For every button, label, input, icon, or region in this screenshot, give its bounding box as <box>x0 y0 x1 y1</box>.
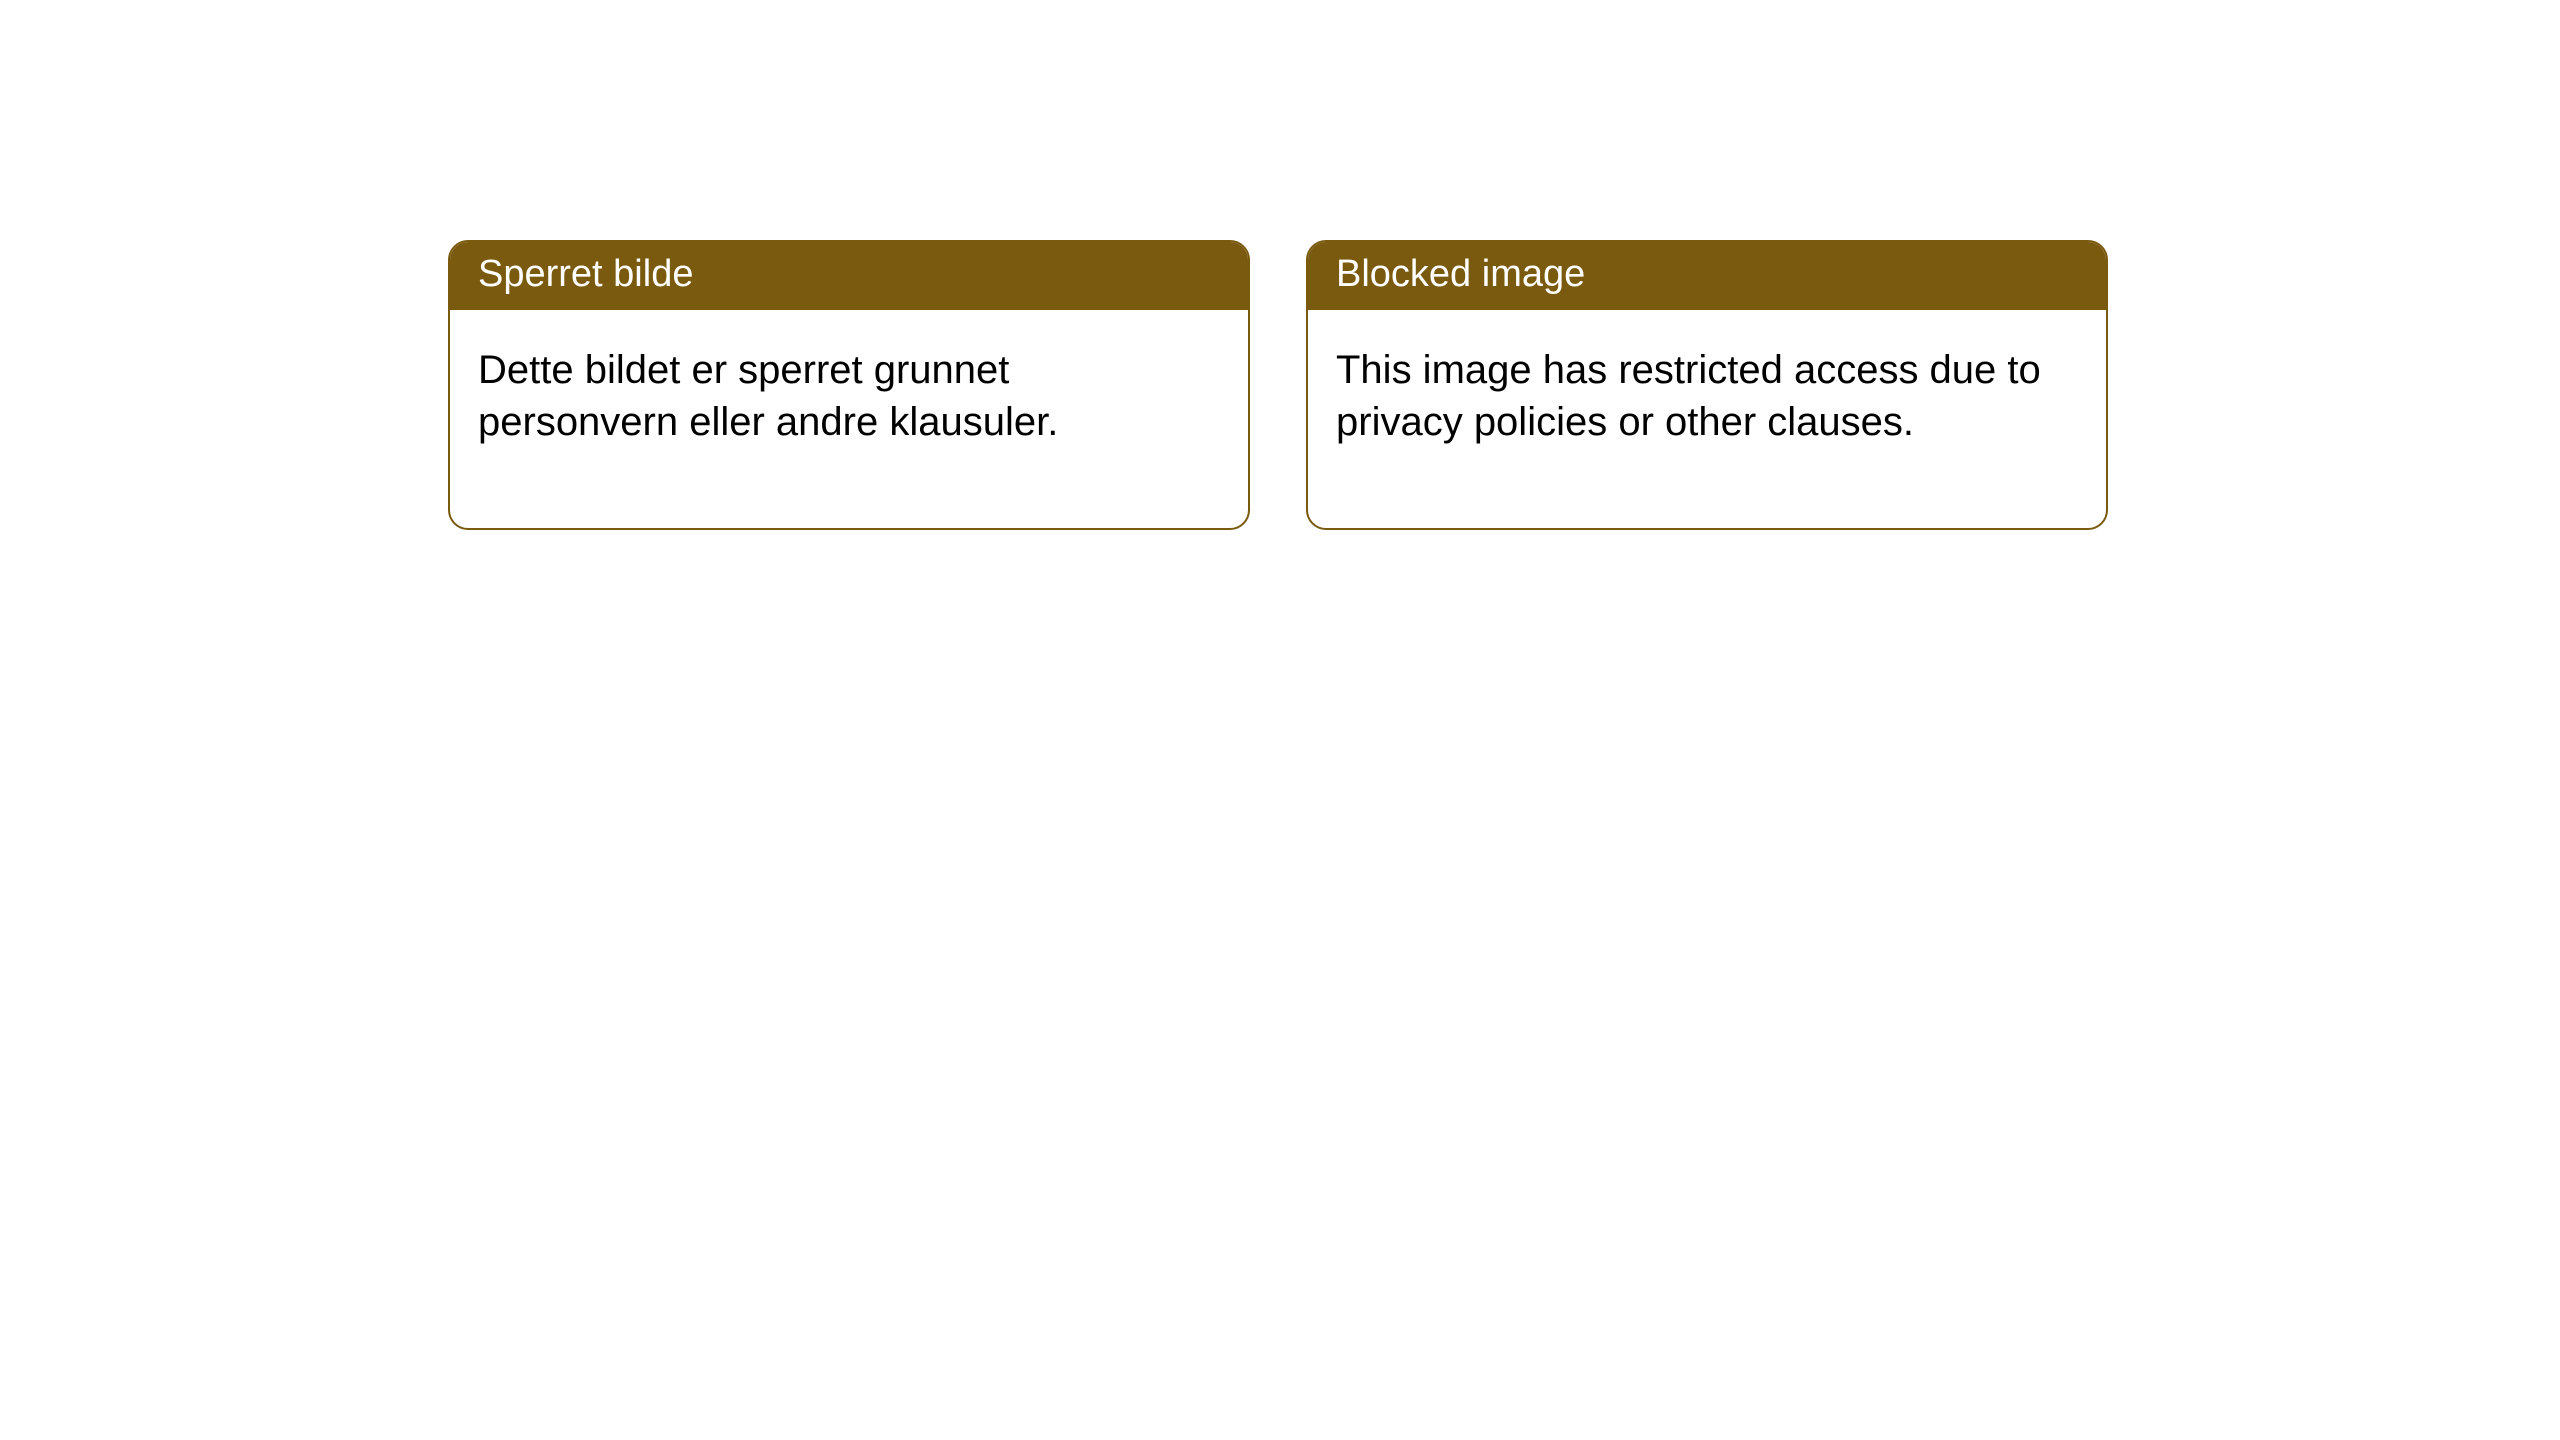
notice-card-norwegian: Sperret bilde Dette bildet er sperret gr… <box>448 240 1250 530</box>
notice-card-body: Dette bildet er sperret grunnet personve… <box>450 310 1248 528</box>
notice-card-title: Blocked image <box>1308 242 2106 310</box>
notice-card-body: This image has restricted access due to … <box>1308 310 2106 528</box>
notice-container: Sperret bilde Dette bildet er sperret gr… <box>448 240 2108 530</box>
notice-card-title: Sperret bilde <box>450 242 1248 310</box>
notice-card-english: Blocked image This image has restricted … <box>1306 240 2108 530</box>
